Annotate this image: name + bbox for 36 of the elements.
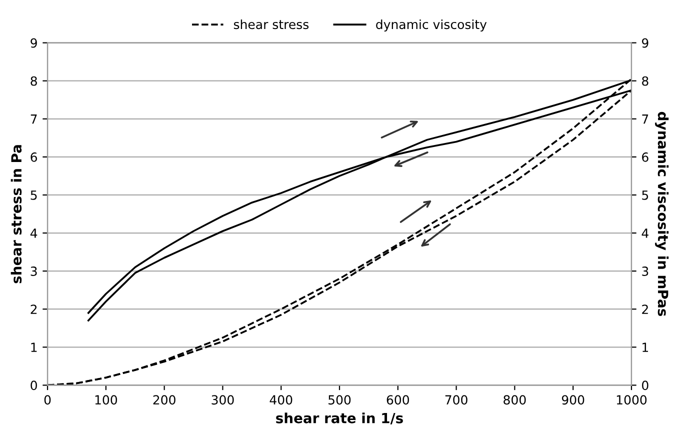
y-axis-title: shear stress in Pa: [10, 145, 22, 284]
y-tick-label: 1: [31, 342, 37, 352]
x-tick-label: 900: [562, 395, 584, 405]
x-tick-label: 400: [270, 395, 292, 405]
y2-tick-label: 7: [642, 114, 648, 124]
y2-axis-title: dynamic viscosity in mPas: [655, 112, 669, 316]
x-axis-title: shear rate in 1/s: [276, 412, 403, 424]
y2-tick-label: 3: [642, 266, 648, 276]
y-tick-label: 5: [30, 190, 37, 200]
y-tick-label: 2: [30, 304, 37, 314]
y2-tick-label: 5: [642, 190, 648, 200]
x-tick-label: 300: [212, 395, 234, 405]
y-tick-label: 7: [30, 114, 37, 124]
y2-tick-label: 8: [642, 76, 648, 86]
legend-label: shear stress: [234, 19, 309, 30]
x-tick-label: 0: [44, 395, 51, 405]
x-tick-label: 500: [328, 395, 351, 405]
y-tick-label: 3: [30, 266, 37, 276]
y2-tick-label: 6: [642, 152, 648, 162]
y2-tick-label: 4: [642, 228, 648, 238]
y2-tick-label: 0: [642, 380, 648, 390]
legend-label: dynamic viscosity: [376, 19, 487, 32]
y-tick-label: 9: [30, 38, 37, 48]
y-tick-label: 6: [30, 152, 38, 162]
x-tick-label: 200: [153, 395, 176, 405]
x-tick-label: 600: [386, 395, 409, 405]
x-tick-label: 800: [504, 395, 526, 405]
y-tick-label: 8: [30, 76, 37, 86]
y-tick-label: 0: [30, 380, 37, 390]
y2-tick-label: 1: [642, 342, 648, 352]
y2-tick-label: 9: [642, 38, 648, 48]
x-tick-label: 1000: [616, 395, 647, 405]
y-tick-label: 4: [30, 228, 38, 238]
y2-tick-label: 2: [642, 304, 648, 314]
x-tick-label: 100: [95, 395, 118, 405]
x-tick-label: 700: [445, 395, 468, 405]
